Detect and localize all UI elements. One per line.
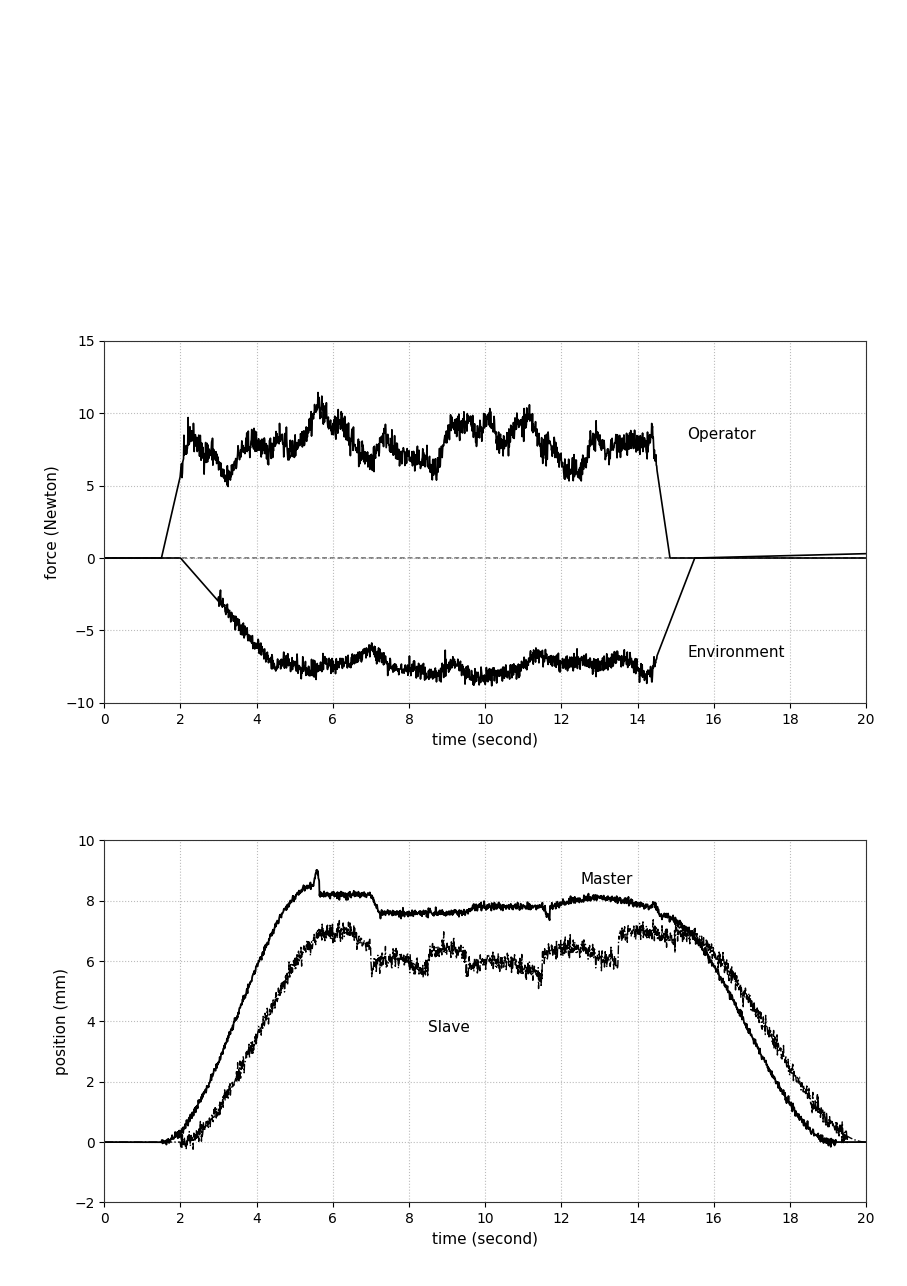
Text: Master: Master — [580, 872, 633, 887]
Y-axis label: position (mm): position (mm) — [54, 968, 69, 1075]
Y-axis label: force (Newton): force (Newton) — [44, 466, 60, 579]
Text: Slave: Slave — [428, 1020, 470, 1035]
Text: Environment: Environment — [688, 644, 785, 660]
X-axis label: time (second): time (second) — [433, 1232, 538, 1246]
X-axis label: time (second): time (second) — [433, 732, 538, 747]
Text: Operator: Operator — [688, 427, 756, 442]
